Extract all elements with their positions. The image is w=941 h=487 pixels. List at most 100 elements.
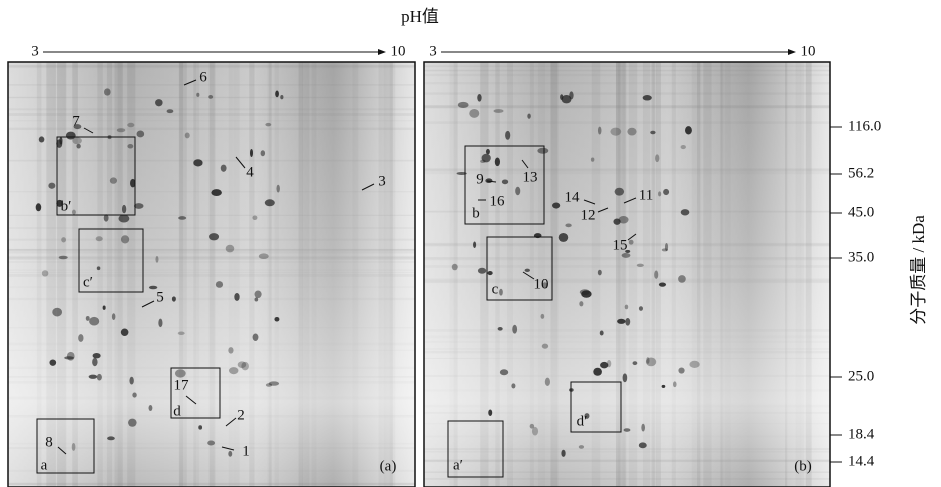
- region-box: [464, 145, 545, 225]
- gel-spot: [650, 130, 656, 135]
- spot-label: 1: [242, 443, 250, 459]
- gel-spot: [95, 236, 103, 242]
- gel-spot: [48, 182, 56, 189]
- gel-spot: [551, 202, 561, 209]
- region-label: d′: [577, 413, 588, 429]
- gel-spot: [655, 154, 660, 163]
- gel-spot: [73, 124, 82, 130]
- gel-spot: [127, 122, 135, 128]
- gel-spot: [485, 178, 493, 183]
- spot-label: 6: [199, 69, 207, 85]
- gel-spot: [211, 189, 222, 196]
- ph-start: 3: [429, 43, 437, 59]
- gel-spot: [207, 440, 216, 446]
- gel-spot: [673, 381, 677, 388]
- leader-line: [486, 180, 497, 183]
- region-label: b: [472, 205, 480, 221]
- gel-spot: [76, 143, 81, 149]
- leader-line: [597, 207, 609, 213]
- gel-fade: [424, 62, 830, 487]
- spot-label: 16: [490, 193, 506, 209]
- leader-line: [141, 300, 155, 308]
- mw-tick-label: 14.4: [848, 453, 875, 469]
- gel-spot: [628, 239, 634, 245]
- gel-spot: [632, 361, 638, 366]
- gel-spot: [658, 191, 662, 197]
- gel-spot: [65, 131, 76, 140]
- gel-spot: [133, 203, 144, 209]
- gel-spot: [56, 199, 63, 207]
- leader-line: [185, 395, 197, 405]
- gel-spot: [636, 263, 644, 268]
- gel-spot: [451, 263, 458, 271]
- leader-line: [623, 197, 637, 204]
- leader-line: [183, 79, 197, 86]
- gel-spot: [544, 377, 550, 387]
- gel-spot: [228, 347, 234, 354]
- spot-label: 8: [45, 434, 53, 450]
- gel-spot: [209, 233, 220, 241]
- gel-spot: [241, 361, 249, 371]
- spot-label: 3: [378, 173, 386, 189]
- gel-spot: [485, 148, 490, 155]
- gel-spot: [52, 307, 63, 317]
- gel-spot: [234, 293, 240, 301]
- gel-spot: [499, 369, 509, 376]
- gel-spot: [229, 367, 239, 375]
- gel-spot: [109, 177, 118, 184]
- spot-label: 2: [237, 407, 245, 423]
- region-box: [56, 136, 136, 216]
- gel-spot: [225, 244, 235, 253]
- gel-spot: [178, 216, 187, 220]
- gel-spot: [35, 203, 42, 212]
- ph-arrowhead: [788, 49, 796, 55]
- gel-spot: [469, 109, 480, 118]
- gel-spot: [174, 369, 186, 378]
- gel-spot: [664, 243, 669, 252]
- gel-spot: [512, 324, 518, 334]
- spot-label: 5: [156, 289, 164, 305]
- spot-label: 9: [476, 171, 484, 187]
- gel-spot: [129, 376, 134, 385]
- figure-title: pH值: [401, 7, 439, 26]
- gel-spot: [614, 187, 625, 196]
- gel-frame: [423, 61, 831, 487]
- spot-label: 12: [581, 207, 596, 223]
- gel-spot: [193, 159, 203, 167]
- gel-spot: [148, 285, 158, 290]
- gel-spot: [252, 215, 258, 220]
- gel-spot: [215, 281, 224, 288]
- gel-spot: [128, 418, 137, 427]
- region-label: a: [41, 457, 48, 473]
- gel-spot: [171, 296, 176, 302]
- gel-spot: [497, 326, 503, 331]
- gel-spot: [638, 442, 647, 449]
- gel-spot: [542, 282, 548, 289]
- gel-spot: [127, 144, 134, 149]
- spot-label: 13: [523, 169, 538, 185]
- gel-spot: [72, 137, 82, 145]
- gel-spot: [103, 214, 109, 222]
- gel-spot: [237, 361, 247, 369]
- gel-spot: [529, 423, 535, 429]
- gel-spot: [689, 360, 700, 368]
- gel-spot: [597, 269, 602, 276]
- spot-label: 4: [246, 164, 254, 180]
- gel-spot: [264, 199, 275, 207]
- gel-spot: [646, 357, 650, 364]
- gel-spot: [493, 109, 504, 113]
- gel-spot: [118, 214, 130, 223]
- spot-label: 14: [565, 189, 581, 205]
- gel-spot: [481, 153, 491, 163]
- gel-fade: [8, 62, 415, 487]
- gel-spot: [148, 404, 153, 411]
- gel-spot: [579, 301, 584, 307]
- gel-spot: [494, 157, 501, 167]
- region-box: [36, 418, 95, 474]
- gel-spot: [49, 359, 57, 366]
- gel-spot: [505, 130, 511, 140]
- gel-spot: [473, 241, 477, 249]
- gel-spot: [41, 270, 49, 277]
- leader-line: [221, 446, 235, 451]
- gel-spot: [617, 318, 626, 324]
